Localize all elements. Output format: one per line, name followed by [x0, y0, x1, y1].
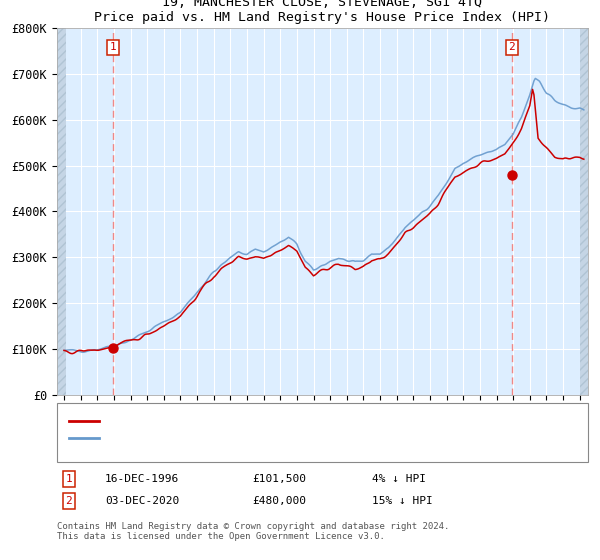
- Title: 19, MANCHESTER CLOSE, STEVENAGE, SG1 4TQ
Price paid vs. HM Land Registry's House: 19, MANCHESTER CLOSE, STEVENAGE, SG1 4TQ…: [95, 0, 551, 24]
- Bar: [580, 28, 590, 395]
- Text: 15% ↓ HPI: 15% ↓ HPI: [372, 496, 433, 506]
- Text: 4% ↓ HPI: 4% ↓ HPI: [372, 474, 426, 484]
- Text: 1: 1: [65, 474, 73, 484]
- Text: 2: 2: [65, 496, 73, 506]
- Text: 2: 2: [508, 42, 515, 52]
- Text: £480,000: £480,000: [252, 496, 306, 506]
- Text: 03-DEC-2020: 03-DEC-2020: [105, 496, 179, 506]
- Text: 19, MANCHESTER CLOSE, STEVENAGE, SG1 4TQ (detached house): 19, MANCHESTER CLOSE, STEVENAGE, SG1 4TQ…: [105, 416, 461, 426]
- Text: HPI: Average price, detached house, Stevenage: HPI: Average price, detached house, Stev…: [105, 433, 386, 443]
- Bar: [57, 28, 66, 395]
- Text: Contains HM Land Registry data © Crown copyright and database right 2024.
This d: Contains HM Land Registry data © Crown c…: [57, 522, 449, 542]
- Text: 1: 1: [110, 42, 116, 52]
- Text: £101,500: £101,500: [252, 474, 306, 484]
- Text: 16-DEC-1996: 16-DEC-1996: [105, 474, 179, 484]
